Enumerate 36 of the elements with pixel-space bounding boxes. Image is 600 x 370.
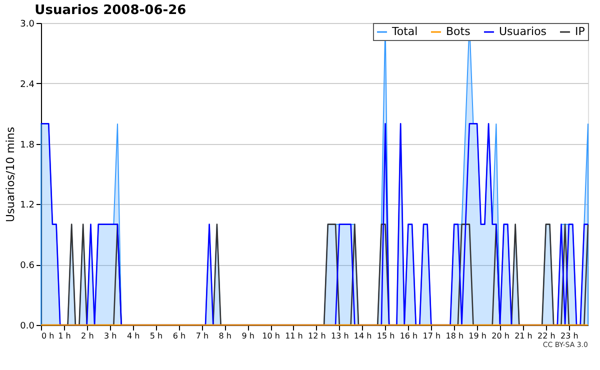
- legend-label: Usuarios: [499, 25, 547, 38]
- x-tick-label: 9 h: [242, 332, 254, 340]
- x-tick-label: 1 h: [58, 332, 71, 340]
- x-tick-label: 5 h: [150, 332, 163, 340]
- x-tick-label: 14 h: [354, 332, 372, 340]
- y-tick-label: 0.0: [20, 322, 35, 332]
- y-tick-label: 3.0: [20, 20, 35, 30]
- x-tick-label: 12 h: [308, 332, 326, 340]
- x-tick-label: 22 h: [538, 332, 556, 340]
- x-tick-label: 21 h: [514, 332, 532, 340]
- x-tick-label: 10 h: [262, 332, 280, 340]
- x-tick-label: 13 h: [330, 332, 349, 340]
- y-tick-label: 1.2: [20, 200, 34, 211]
- y-tick-label: 0.6: [20, 261, 35, 272]
- legend-label: Bots: [446, 25, 471, 38]
- y-tick-label: 2.4: [20, 80, 35, 90]
- legend-label: Total: [391, 25, 418, 38]
- x-tick-label: 15 h: [376, 332, 395, 340]
- x-tick-label: 17 h: [422, 332, 441, 340]
- x-tick-label: 19 h: [468, 332, 486, 340]
- x-tick-label: 11 h: [285, 332, 303, 340]
- chart-title: Usuarios 2008-06-26: [34, 3, 186, 18]
- x-tick-label: 23 h: [560, 332, 578, 340]
- x-tick-label: 6 h: [172, 332, 186, 340]
- x-tick-label: 3 h: [104, 332, 117, 340]
- y-axis-title: Usuarios/10 mins: [4, 126, 18, 222]
- x-tick-label: 8 h: [218, 332, 232, 340]
- x-tick-label: 16 h: [400, 332, 418, 340]
- x-tick-label: 18 h: [446, 332, 464, 340]
- legend-label: IP: [575, 25, 586, 38]
- x-tick-label: 2 h: [81, 332, 94, 340]
- x-tick-label: 20 h: [492, 332, 510, 340]
- x-tick-label: 4 h: [126, 332, 140, 340]
- y-tick-label: 1.8: [20, 140, 35, 150]
- x-tick-label: 0 h: [42, 332, 54, 340]
- x-tick-label: 7 h: [196, 332, 209, 340]
